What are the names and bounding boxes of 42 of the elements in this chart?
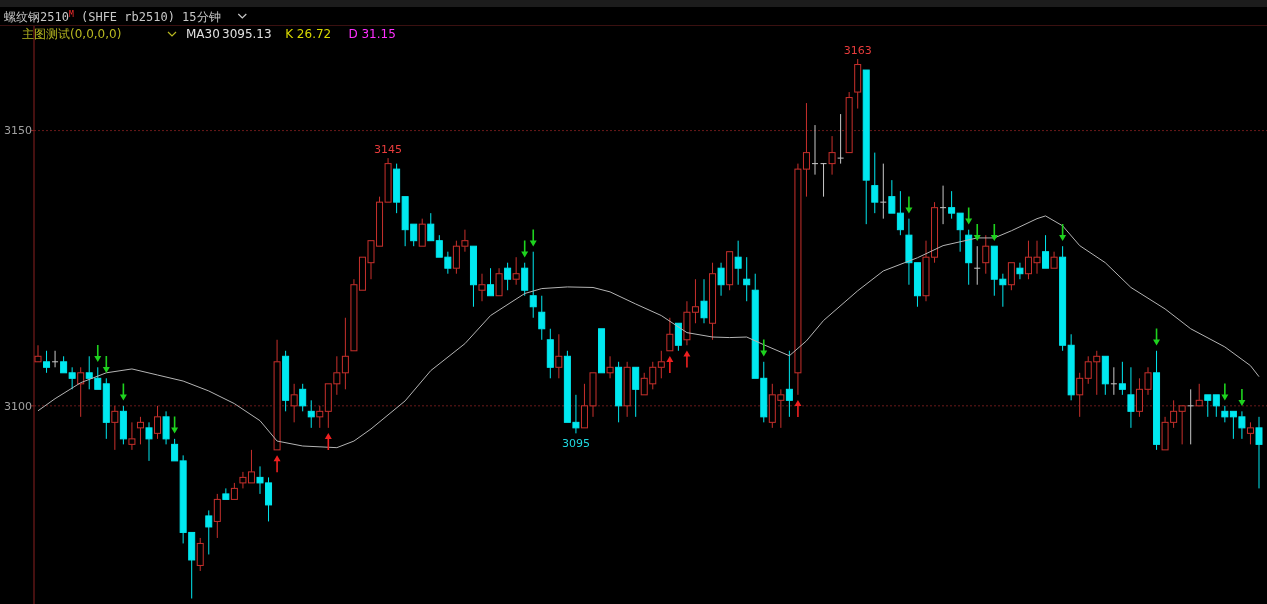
candlestick xyxy=(1110,366,1118,396)
candlestick xyxy=(290,383,298,423)
candlestick xyxy=(785,350,793,418)
y-tick-label: 3150 xyxy=(4,124,32,138)
line-series xyxy=(37,215,1260,449)
candlestick xyxy=(1127,366,1135,429)
annotation: 3163 xyxy=(843,44,872,58)
candlestick xyxy=(546,328,554,379)
candlestick xyxy=(879,163,887,220)
candlestick xyxy=(307,399,315,429)
y-tick-label: 3100 xyxy=(4,399,32,413)
candlestick xyxy=(871,152,879,214)
candlestick xyxy=(478,273,486,302)
candlestick xyxy=(606,355,614,379)
candlestick xyxy=(162,410,170,445)
candlestick xyxy=(128,421,136,451)
text: MA30 xyxy=(186,27,220,41)
candlestick xyxy=(973,245,981,286)
candlestick xyxy=(828,135,836,176)
candlestick xyxy=(657,350,665,379)
annotation: 3095.13 xyxy=(222,27,272,41)
candlestick xyxy=(939,185,947,225)
chart-title: 螺纹钢2510$^{M}$ (SHFE rb2510) 15分钟 xyxy=(4,9,221,24)
candlestick xyxy=(1016,262,1024,280)
candlestick xyxy=(529,251,537,319)
candlestick xyxy=(341,317,349,390)
annotation: 3095 xyxy=(561,437,590,451)
candlestick xyxy=(555,333,563,379)
candlestick xyxy=(700,278,708,324)
chart-subtitle: 主图测试(0,0,0,0) xyxy=(22,27,122,41)
candlestick xyxy=(743,256,751,302)
candlestick xyxy=(811,124,819,176)
annotation: K 26.72 xyxy=(285,27,332,41)
annotation: D 31.15 xyxy=(348,27,396,41)
candlestick xyxy=(1187,388,1195,445)
candlestick xyxy=(1255,416,1263,489)
candlestick xyxy=(51,350,59,368)
candlestick xyxy=(145,421,153,462)
candlestick xyxy=(717,262,725,297)
candlestick xyxy=(734,240,742,286)
annotation: 3145 xyxy=(374,143,403,157)
candlestick xyxy=(538,295,546,341)
